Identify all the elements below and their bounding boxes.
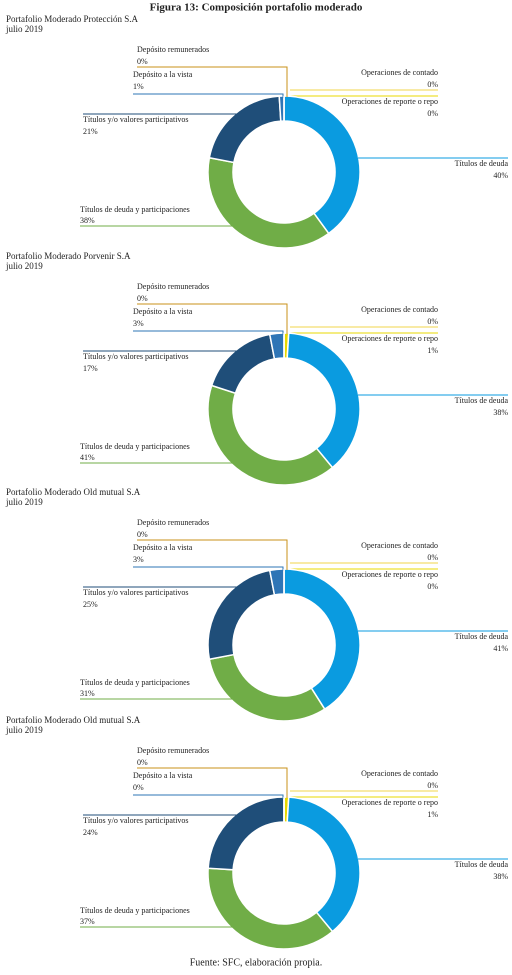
donut-slice — [283, 95, 361, 235]
slice-value: 38% — [80, 216, 95, 225]
slice-label: Operaciones de contado — [361, 541, 438, 550]
slice-label: Depósito remunerados — [137, 746, 209, 755]
chart-title: Portafolio Moderado Porvenir S.A — [6, 251, 131, 261]
chart-subtitle: julio 2019 — [5, 725, 43, 735]
chart-title: Portafolio Moderado Old mutual S.A — [6, 715, 141, 725]
slice-label: Operaciones de contado — [361, 769, 438, 778]
chart-subtitle: julio 2019 — [5, 497, 43, 507]
slice-label: Títulos y/o valores participativos — [83, 352, 189, 361]
slice-label: Operaciones de contado — [361, 305, 438, 314]
slice-value: 0% — [427, 553, 438, 562]
leader-line — [133, 330, 284, 335]
slice-value: 1% — [427, 810, 438, 819]
slice-value: 0% — [137, 57, 148, 66]
slice-value: 0% — [427, 781, 438, 790]
slice-label: Títulos de deuda y participaciones — [80, 906, 190, 915]
chart-subtitle: julio 2019 — [5, 24, 43, 34]
slice-value: 40% — [493, 171, 508, 180]
slice-value: 41% — [493, 644, 508, 653]
leader-line — [133, 566, 284, 571]
donut-slice — [283, 568, 361, 711]
slice-value: 0% — [427, 317, 438, 326]
slice-label: Depósito remunerados — [137, 282, 209, 291]
leader-line — [133, 93, 284, 98]
slice-value: 3% — [133, 555, 144, 564]
slice-label: Depósito remunerados — [137, 45, 209, 54]
slice-label: Operaciones de reporte o repo — [342, 334, 438, 343]
donut-slice — [207, 384, 334, 486]
slice-value: 0% — [427, 109, 438, 118]
slice-value: 0% — [137, 530, 148, 539]
donut-slice — [207, 796, 285, 871]
donut-slice — [286, 332, 361, 469]
donut-slice — [210, 333, 276, 395]
slice-label: Operaciones de reporte o repo — [342, 97, 438, 106]
slice-value: 38% — [493, 872, 508, 881]
slice-label: Títulos de deuda — [455, 396, 509, 405]
slice-label: Depósito a la vista — [133, 543, 193, 552]
leader-line — [137, 539, 288, 570]
slice-value: 21% — [83, 127, 98, 136]
chart-subtitle: julio 2019 — [5, 261, 43, 271]
slice-value: 3% — [133, 319, 144, 328]
figure-title: Figura 13: Composición portafolio modera… — [150, 2, 363, 14]
slice-label: Títulos de deuda — [455, 159, 509, 168]
slice-label: Títulos y/o valores participativos — [83, 588, 189, 597]
slice-value: 1% — [133, 82, 144, 91]
slice-label: Depósito a la vista — [133, 70, 193, 79]
donut-slice — [207, 156, 330, 249]
leader-line — [137, 66, 288, 97]
donut-slice — [208, 95, 282, 164]
chart-title: Portafolio Moderado Old mutual S.A — [6, 487, 141, 497]
slice-label: Operaciones de contado — [361, 68, 438, 77]
slice-value: 0% — [137, 758, 148, 767]
slice-value: 1% — [427, 346, 438, 355]
slice-value: 0% — [133, 783, 144, 792]
slice-value: 0% — [137, 294, 148, 303]
slice-label: Depósito a la vista — [133, 771, 193, 780]
slice-value: 38% — [493, 408, 508, 417]
slice-label: Operaciones de reporte o repo — [342, 798, 438, 807]
source: Fuente: SFC, elaboración propia. — [190, 957, 322, 968]
chart-title: Portafolio Moderado Protección S.A — [6, 14, 138, 24]
slice-value: 41% — [80, 453, 95, 462]
slice-value: 17% — [83, 364, 98, 373]
slice-label: Títulos y/o valores participativos — [83, 816, 189, 825]
slice-label: Títulos de deuda — [455, 860, 509, 869]
slice-label: Depósito remunerados — [137, 518, 209, 527]
donut-slice — [286, 796, 361, 933]
slice-value: 37% — [80, 917, 95, 926]
slice-label: Títulos de deuda y participaciones — [80, 442, 190, 451]
leader-line — [137, 303, 288, 334]
donut-slice — [207, 867, 334, 950]
slice-label: Depósito a la vista — [133, 307, 193, 316]
slice-label: Títulos y/o valores participativos — [83, 115, 189, 124]
donut-slice — [207, 569, 276, 661]
donut-slice — [208, 653, 326, 722]
slice-value: 25% — [83, 600, 98, 609]
slice-value: 0% — [427, 582, 438, 591]
slice-value: 31% — [80, 689, 95, 698]
slice-label: Títulos de deuda y participaciones — [80, 205, 190, 214]
slice-value: 24% — [83, 828, 98, 837]
slice-label: Operaciones de reporte o repo — [342, 570, 438, 579]
leader-line — [137, 767, 288, 798]
slice-label: Títulos de deuda — [455, 632, 509, 641]
leader-line — [133, 794, 284, 799]
slice-value: 0% — [427, 80, 438, 89]
slice-label: Títulos de deuda y participaciones — [80, 678, 190, 687]
